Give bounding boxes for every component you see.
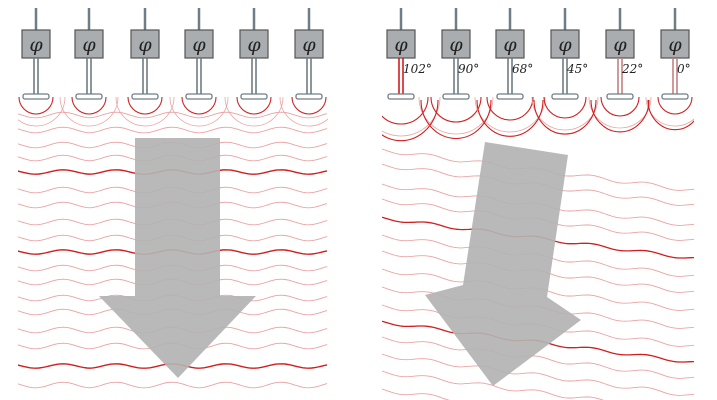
phase-shifter-box [495, 29, 525, 59]
phase-label: 90° [458, 62, 479, 76]
radiator-plate [22, 93, 50, 100]
phase-shifter-box [386, 29, 416, 59]
phase-label: 45° [566, 62, 588, 76]
near-field-wave [127, 96, 163, 115]
phase-symbol: φ [29, 34, 43, 56]
wavefront [382, 388, 451, 400]
near-field-wave [657, 96, 693, 115]
near-field-wave [543, 96, 587, 119]
phase-label: 22° [621, 62, 643, 76]
near-field-wave [181, 96, 217, 115]
radiator-plate [295, 93, 323, 100]
antenna-element: φ [239, 8, 269, 100]
antenna-element: φ 0° [660, 8, 691, 100]
phase-symbol: φ [613, 34, 627, 56]
near-field-wave [291, 96, 327, 115]
phase-shifter-box [184, 29, 214, 59]
phase-symbol: φ [192, 34, 206, 56]
right-beam-arrow [425, 142, 581, 386]
antenna-element: φ 45° [550, 8, 588, 100]
wavefront [18, 126, 328, 134]
phase-shifter-box [441, 29, 471, 59]
antenna-element: φ 68° [495, 8, 533, 100]
radiator-plate [185, 93, 213, 100]
antenna-element: φ [130, 8, 160, 100]
envelope-wave [382, 99, 694, 142]
phase-symbol: φ [138, 34, 152, 56]
radiator-plate [387, 93, 415, 100]
radiator-plate [661, 93, 689, 100]
phase-shifter-box [21, 29, 51, 59]
phase-symbol: φ [668, 34, 682, 56]
radiator-plate [131, 93, 159, 100]
near-field-wave [18, 96, 54, 115]
phase-label: 0° [677, 62, 691, 76]
phase-symbol: φ [449, 34, 463, 56]
phase-symbol: φ [394, 34, 408, 56]
antenna-element: φ 102° [386, 8, 432, 100]
wavefront [382, 353, 694, 396]
near-field-wave [600, 96, 640, 117]
phase-shifter-box [660, 29, 690, 59]
radiator-plate [551, 93, 579, 100]
right-panel-progressive-phase: φ 102° φ 90° φ 68° φ 45° φ 22° φ 0° [382, 8, 694, 400]
wavefront [18, 111, 328, 119]
antenna-element: φ [74, 8, 104, 100]
radiator-plate [496, 93, 524, 100]
near-field-wave [430, 96, 482, 123]
phase-shifter-box [550, 29, 580, 59]
phase-symbol: φ [302, 34, 316, 56]
wavefront [382, 370, 604, 400]
phase-shifter-box [239, 29, 269, 59]
radiator-plate [442, 93, 470, 100]
phase-symbol: φ [82, 34, 96, 56]
antenna-element: φ 22° [605, 8, 643, 100]
radiator-plate [240, 93, 268, 100]
left-beam-arrow [99, 138, 256, 378]
phase-label: 102° [403, 62, 432, 76]
right-antenna-array: φ 102° φ 90° φ 68° φ 45° φ 22° φ 0° [386, 8, 691, 100]
phase-symbol: φ [503, 34, 517, 56]
antenna-element: φ [294, 8, 324, 100]
near-field-wave [236, 96, 272, 115]
wavefront [18, 381, 328, 389]
phase-symbol: φ [247, 34, 261, 56]
phase-symbol: φ [558, 34, 572, 56]
near-field-wave [382, 96, 429, 125]
antenna-element: φ [21, 8, 51, 100]
phase-label: 68° [512, 62, 533, 76]
phase-shifter-box [605, 29, 635, 59]
phase-shifter-box [74, 29, 104, 59]
near-field-wave [486, 96, 534, 121]
wavefront [382, 336, 694, 379]
near-field-wave [71, 96, 107, 115]
radiator-plate [75, 93, 103, 100]
phase-shifter-box [294, 29, 324, 59]
antenna-element: φ [184, 8, 214, 100]
antenna-element: φ 90° [441, 8, 479, 100]
phase-shifter-box [130, 29, 160, 59]
radiator-plate [606, 93, 634, 100]
